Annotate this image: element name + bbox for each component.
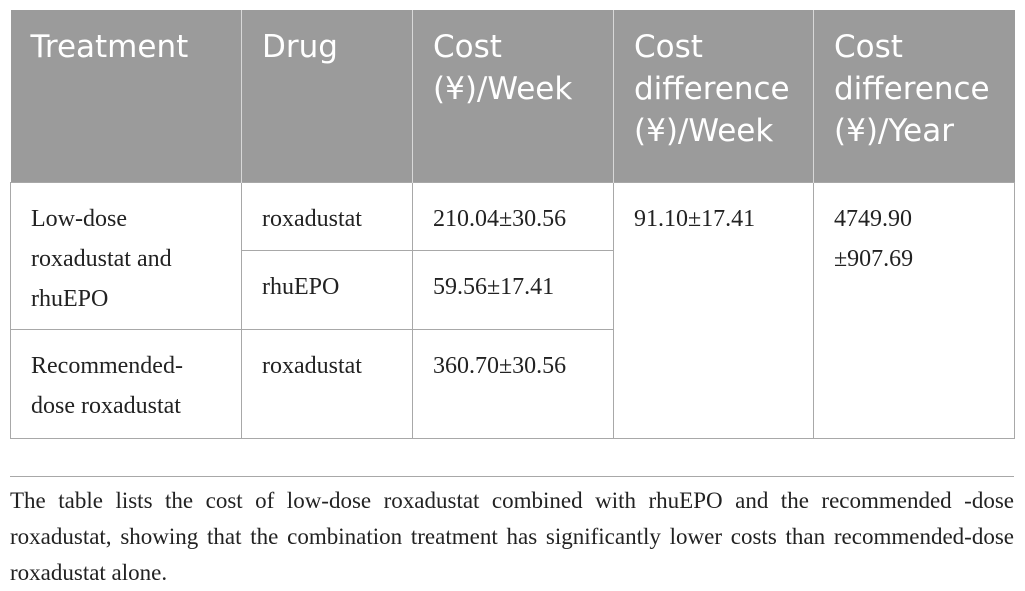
header-treatment: Treatment xyxy=(10,10,242,182)
cost-week-cell: 210.04±30.56 xyxy=(412,181,614,251)
cost-difference-week-cell: 91.10±17.41 xyxy=(613,181,814,439)
header-cost-difference-week: Cost differ­ence (¥)/Week xyxy=(613,10,814,182)
drug-cell: roxadustat xyxy=(241,181,413,251)
cost-difference-year-cell: 4749.90 ±907.69 xyxy=(813,181,1015,439)
header-cost-week: Cost (¥)/Week xyxy=(412,10,614,182)
table-row: Recommended-dose roxadustat roxadustat 3… xyxy=(10,328,1015,439)
treatment-cell: Recommended-dose roxadustat xyxy=(10,328,242,439)
table-row: Low-dose roxadustat and rhuEPO roxadusta… xyxy=(10,181,1015,439)
table-row: rhuEPO 59.56±17.41 xyxy=(11,249,1015,330)
cost-table: Treatment Drug Cost (¥)/Week Cost differ… xyxy=(10,10,1015,439)
header-cost-difference-year: Cost differ­ence (¥)/Year xyxy=(813,10,1015,182)
header-drug: Drug xyxy=(241,10,413,182)
header-row: Treatment Drug Cost (¥)/Week Cost differ… xyxy=(10,10,1015,182)
drug-cell: roxadustat xyxy=(241,328,413,439)
table-caption: The table lists the cost of low-dose rox… xyxy=(10,476,1014,591)
cost-week-cell: 59.56±17.41 xyxy=(412,249,614,330)
cost-week-cell: 360.70±30.56 xyxy=(412,328,614,439)
drug-cell: rhuEPO xyxy=(241,249,413,330)
treatment-cell: Low-dose roxadustat and rhuEPO xyxy=(10,181,242,330)
